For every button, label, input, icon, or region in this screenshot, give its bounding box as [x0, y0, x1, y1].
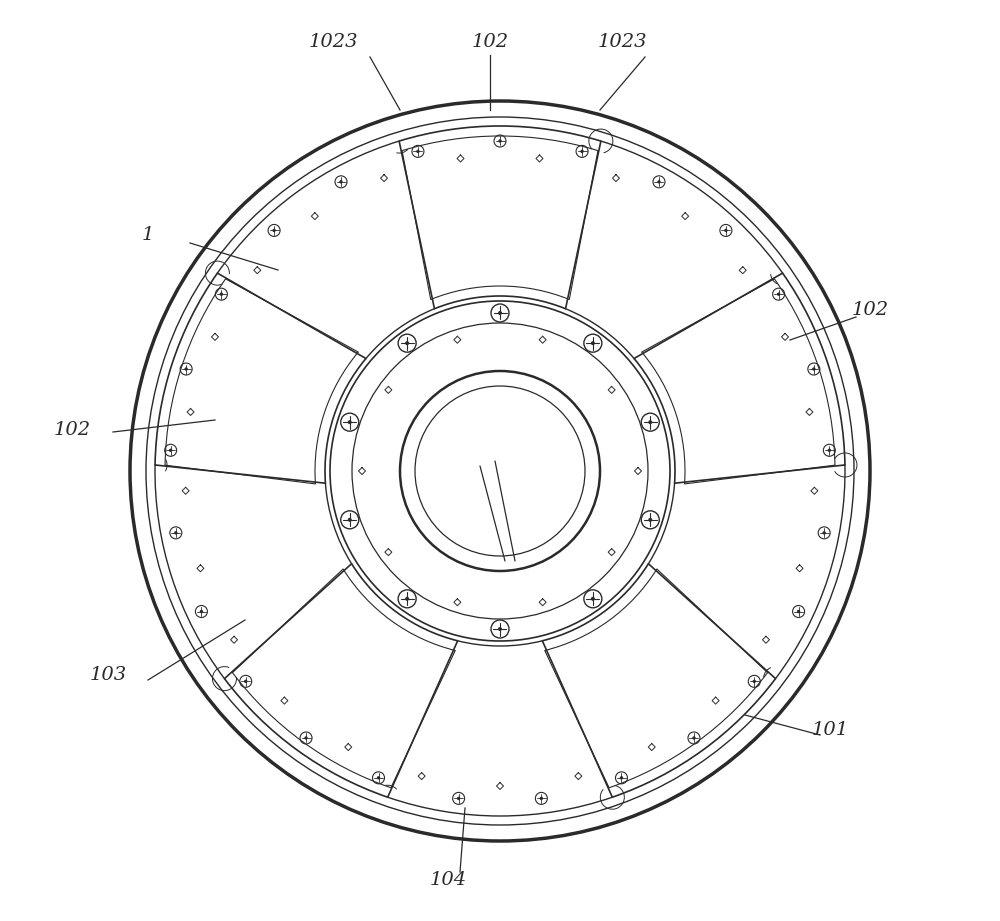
Circle shape: [823, 531, 825, 534]
Circle shape: [406, 598, 408, 600]
Circle shape: [245, 681, 247, 682]
Circle shape: [693, 737, 695, 739]
Circle shape: [725, 229, 727, 231]
Circle shape: [417, 150, 419, 152]
Circle shape: [170, 449, 172, 451]
Circle shape: [620, 776, 622, 779]
Text: 1023: 1023: [597, 33, 647, 51]
Circle shape: [200, 611, 202, 612]
Circle shape: [592, 342, 594, 344]
Circle shape: [406, 342, 408, 344]
Circle shape: [185, 368, 187, 370]
Circle shape: [499, 140, 501, 142]
Circle shape: [649, 421, 652, 424]
Circle shape: [378, 776, 380, 779]
Text: 101: 101: [811, 721, 849, 739]
Circle shape: [273, 229, 275, 231]
Circle shape: [828, 449, 830, 451]
Circle shape: [305, 737, 307, 739]
Circle shape: [175, 531, 177, 534]
Circle shape: [348, 421, 351, 424]
Circle shape: [220, 293, 222, 295]
Circle shape: [458, 798, 460, 799]
Circle shape: [778, 293, 780, 295]
Circle shape: [798, 611, 800, 612]
Circle shape: [499, 311, 501, 314]
Text: 103: 103: [89, 666, 127, 684]
Circle shape: [592, 598, 594, 600]
Circle shape: [649, 519, 652, 521]
Circle shape: [348, 519, 351, 521]
Text: 102: 102: [851, 301, 889, 319]
Circle shape: [813, 368, 815, 370]
Circle shape: [499, 628, 501, 630]
Circle shape: [540, 798, 542, 799]
Circle shape: [581, 150, 583, 152]
Circle shape: [340, 181, 342, 183]
Circle shape: [658, 181, 660, 183]
Text: 102: 102: [53, 421, 91, 439]
Text: 1023: 1023: [308, 33, 358, 51]
Circle shape: [753, 681, 755, 682]
Text: 1: 1: [142, 226, 154, 244]
Text: 102: 102: [471, 33, 509, 51]
Text: 104: 104: [429, 871, 467, 889]
